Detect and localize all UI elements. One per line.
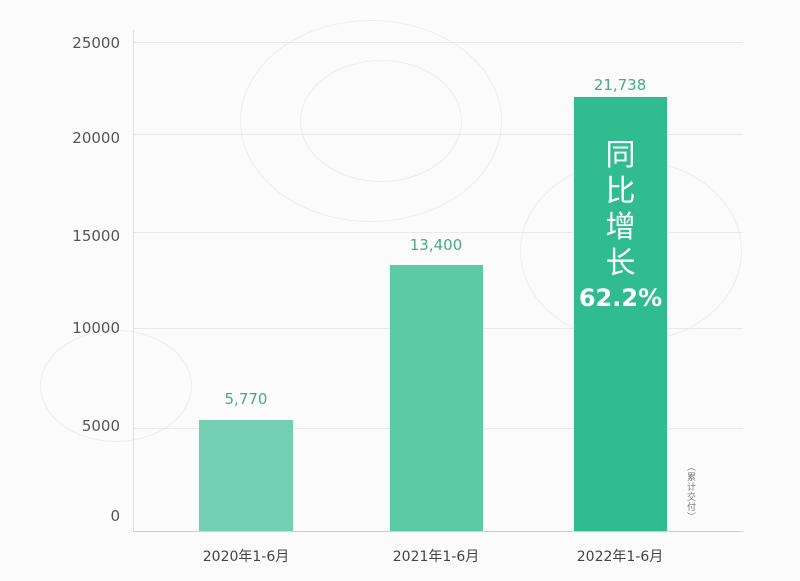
- y-tick-label: 25000: [72, 34, 120, 52]
- bar-2020: [199, 420, 293, 531]
- growth-annotation: 同 比 增 长 62.2%: [574, 138, 667, 312]
- background-pattern: [300, 60, 462, 182]
- y-tick-label: 20000: [72, 129, 120, 147]
- y-axis: [133, 30, 134, 532]
- growth-text: 同: [605, 138, 636, 173]
- growth-text: 长: [605, 246, 636, 281]
- bar-value-label: 5,770: [224, 390, 268, 408]
- y-tick-label: 0: [110, 507, 120, 525]
- growth-text: 增: [605, 210, 636, 245]
- gridline-15000: [134, 232, 743, 233]
- gridline-20000: [134, 134, 743, 135]
- bar-value-label: 21,738: [593, 76, 647, 94]
- x-tick-label: 2022年1-6月: [576, 549, 664, 565]
- bar-value-label: 13,400: [409, 236, 463, 254]
- background-pattern: [240, 20, 502, 222]
- bar-2022: [574, 97, 667, 531]
- x-tick-label: 2020年1-6月: [202, 549, 290, 565]
- background-pattern: [40, 330, 192, 442]
- bar-2021: [390, 265, 483, 531]
- y-tick-label: 5000: [81, 417, 120, 435]
- y-tick-label: 15000: [72, 227, 120, 245]
- x-tick-label: 2021年1-6月: [392, 549, 480, 565]
- growth-text: 比: [605, 174, 636, 209]
- y-tick-label: 10000: [72, 319, 120, 337]
- gridline-25000: [134, 42, 743, 43]
- x-axis: [133, 531, 743, 532]
- growth-percent: 62.2%: [578, 284, 663, 312]
- cumulative-delivery-note: （累计交付）: [685, 462, 695, 522]
